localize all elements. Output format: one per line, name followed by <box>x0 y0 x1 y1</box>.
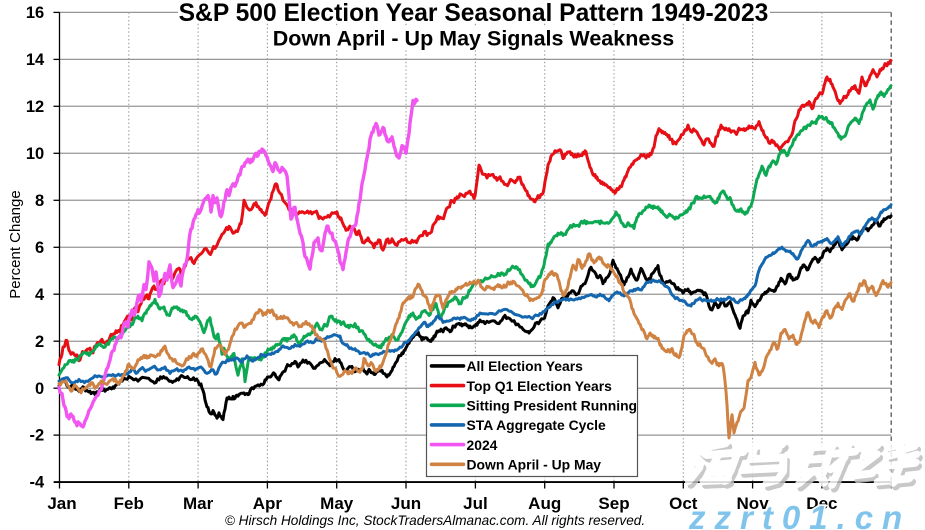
svg-text:Sep: Sep <box>598 494 629 513</box>
svg-text:2: 2 <box>35 333 44 351</box>
svg-text:Feb: Feb <box>114 494 144 513</box>
svg-text:0: 0 <box>35 380 44 398</box>
svg-text:Aug: Aug <box>528 494 561 513</box>
svg-text:2024: 2024 <box>467 437 498 453</box>
svg-text:Jul: Jul <box>463 494 488 513</box>
svg-text:6: 6 <box>35 239 44 257</box>
svg-text:-4: -4 <box>30 474 45 492</box>
svg-text:12: 12 <box>26 98 44 116</box>
svg-text:© Hirsch Holdings Inc, StockTr: © Hirsch Holdings Inc, StockTradersAlman… <box>225 513 645 528</box>
svg-text:Jan: Jan <box>47 494 76 513</box>
svg-text:Sitting President Running: Sitting President Running <box>467 398 638 414</box>
svg-text:S&P 500 Election Year Seasonal: S&P 500 Election Year Seasonal Pattern 1… <box>179 0 769 27</box>
svg-text:Oct: Oct <box>669 494 698 513</box>
svg-text:10: 10 <box>26 145 44 163</box>
svg-text:-2: -2 <box>30 427 45 445</box>
svg-text:Dec: Dec <box>806 494 837 513</box>
svg-text:Down April - Up May: Down April - Up May <box>467 457 602 473</box>
svg-text:Down April - Up May Signals We: Down April - Up May Signals Weakness <box>273 27 674 51</box>
svg-text:14: 14 <box>26 51 45 69</box>
svg-text:16: 16 <box>26 4 44 22</box>
svg-text:Nov: Nov <box>737 494 770 513</box>
svg-text:Jun: Jun <box>391 494 421 513</box>
svg-text:Top Q1 Election Years: Top Q1 Election Years <box>467 378 613 394</box>
svg-text:Mar: Mar <box>183 494 214 513</box>
svg-text:8: 8 <box>35 192 44 210</box>
svg-text:Apr: Apr <box>253 494 283 513</box>
svg-text:May: May <box>320 494 354 513</box>
svg-text:zzrt01.cn: zzrt01.cn <box>688 499 911 530</box>
svg-text:All Election Years: All Election Years <box>467 358 584 374</box>
svg-text:4: 4 <box>35 286 45 304</box>
svg-text:STA Aggregate Cycle: STA Aggregate Cycle <box>467 417 606 433</box>
svg-text:Percent Change: Percent Change <box>7 190 24 298</box>
